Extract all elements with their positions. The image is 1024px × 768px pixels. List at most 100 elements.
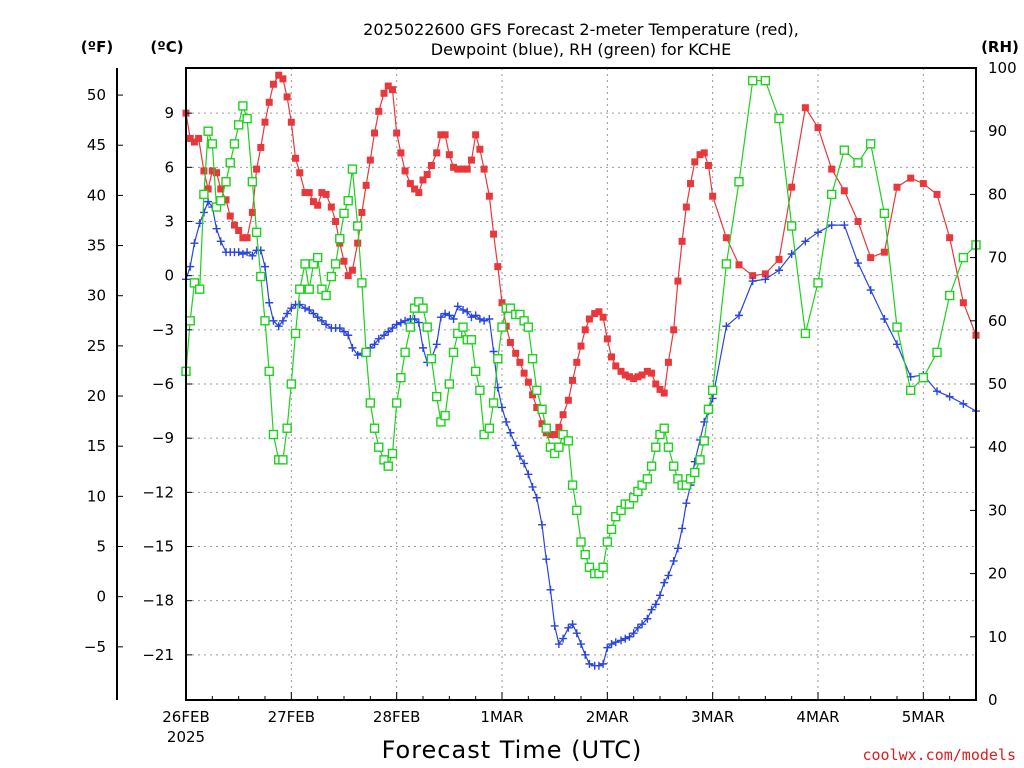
dewpoint-point — [735, 311, 743, 320]
celsius-tick-label: −12 — [142, 483, 174, 501]
temperature-point — [670, 326, 678, 334]
rh-point — [659, 423, 669, 433]
temperature-point — [480, 165, 488, 173]
rh-point — [611, 512, 621, 522]
dewpoint-point — [344, 331, 353, 340]
temperature-point — [494, 263, 502, 271]
temperature-point — [569, 376, 577, 384]
rh-point — [532, 385, 542, 396]
temperature-point — [516, 358, 524, 366]
dewpoint-point — [607, 640, 616, 649]
rh-point — [813, 278, 823, 288]
dewpoint-point — [295, 300, 304, 309]
rh-tick-label: 40 — [988, 438, 1007, 456]
temperature-point — [384, 82, 392, 90]
fahrenheit-tick-label: 50 — [87, 86, 106, 104]
temperature-point — [226, 212, 234, 220]
temperature-point — [371, 129, 379, 137]
dewpoint-point — [959, 399, 968, 408]
temperature-point — [485, 192, 493, 200]
rh-tick-label: 20 — [988, 565, 1007, 583]
rh-point — [229, 139, 240, 149]
temperature-point — [348, 266, 356, 274]
temperature-point — [358, 208, 366, 216]
rh-point — [786, 221, 797, 231]
rh-point — [321, 290, 331, 301]
temperature-point — [840, 187, 848, 195]
rh-tick-label: 70 — [988, 249, 1007, 267]
rh-point — [233, 120, 244, 130]
temperature-point — [704, 162, 712, 170]
dewpoint-point — [317, 316, 326, 325]
rh-point — [260, 316, 270, 326]
temperature-point — [678, 237, 686, 245]
dewpoint-point — [475, 314, 484, 323]
dewpoint-point — [485, 314, 494, 323]
rh-point — [422, 322, 432, 332]
temperature-point — [200, 167, 208, 175]
rh-tick-label: 60 — [988, 312, 1007, 330]
rh-point — [194, 284, 205, 294]
celsius-tick-label: −6 — [152, 375, 174, 393]
dewpoint-point — [445, 311, 454, 320]
temperature-point — [269, 80, 277, 88]
rh-point — [282, 423, 292, 433]
dewpoint-point — [441, 309, 450, 318]
fahrenheit-unit-label: (ºF) — [81, 38, 113, 56]
dewpoint-point — [520, 459, 529, 468]
series-layer — [181, 71, 981, 670]
temperature-point — [801, 104, 809, 112]
dewpoint-point — [392, 320, 401, 329]
rh-point — [646, 461, 657, 471]
rh-tick-label: 50 — [988, 375, 1007, 393]
time-tick-label: 1MAR — [480, 708, 523, 726]
dewpoint-point — [678, 524, 687, 533]
temperature-point — [634, 373, 642, 381]
rh-point — [357, 278, 367, 288]
rh-point — [369, 423, 380, 433]
rh-point — [300, 259, 310, 269]
dewpoint-point — [664, 571, 673, 580]
dewpoint-point — [515, 452, 524, 461]
rh-point — [663, 442, 674, 452]
dewpoint-point — [261, 262, 269, 271]
rh-point — [853, 158, 863, 168]
temperature-point — [292, 154, 300, 162]
celsius-tick-label: 3 — [164, 212, 174, 230]
dewpoint-point — [722, 322, 731, 331]
dewpoint-point — [388, 324, 397, 333]
temperature-point — [318, 189, 326, 197]
rh-point — [651, 442, 661, 452]
rh-point — [580, 549, 590, 560]
temperature-point — [467, 156, 475, 164]
celsius-axis: 9 6 3 0 −3 −6 −9 −12 −15 −18 −21 — [142, 104, 192, 664]
dewpoint-point — [322, 320, 331, 329]
temperature-point — [322, 190, 330, 198]
dewpoint-point — [199, 208, 208, 217]
celsius-tick-label: −18 — [142, 592, 174, 610]
rh-point — [576, 537, 586, 547]
temperature-point — [880, 248, 888, 256]
celsius-tick-label: −21 — [142, 646, 174, 664]
dewpoint-point — [309, 309, 318, 318]
temperature-point — [709, 192, 717, 200]
celsius-tick-label: −9 — [152, 429, 174, 447]
time-tick-label: 2MAR — [586, 708, 629, 726]
temperature-point — [512, 349, 520, 357]
temperature-point — [314, 201, 322, 209]
rh-point — [602, 537, 613, 547]
temperature-point — [788, 183, 796, 191]
temperature-point — [595, 308, 603, 316]
temperature-point — [946, 234, 954, 242]
dewpoint-point — [599, 659, 608, 668]
temperature-point — [691, 158, 699, 166]
rh-point — [527, 354, 538, 364]
dewpoint-line — [185, 200, 977, 667]
dewpoint-point — [550, 621, 559, 630]
dewpoint-point — [559, 634, 568, 643]
fahrenheit-tick-label: 10 — [87, 487, 106, 505]
temperature-point — [660, 389, 668, 397]
dewpoint-point — [459, 305, 468, 314]
dewpoint-point — [594, 661, 603, 670]
rh-point — [493, 354, 503, 364]
